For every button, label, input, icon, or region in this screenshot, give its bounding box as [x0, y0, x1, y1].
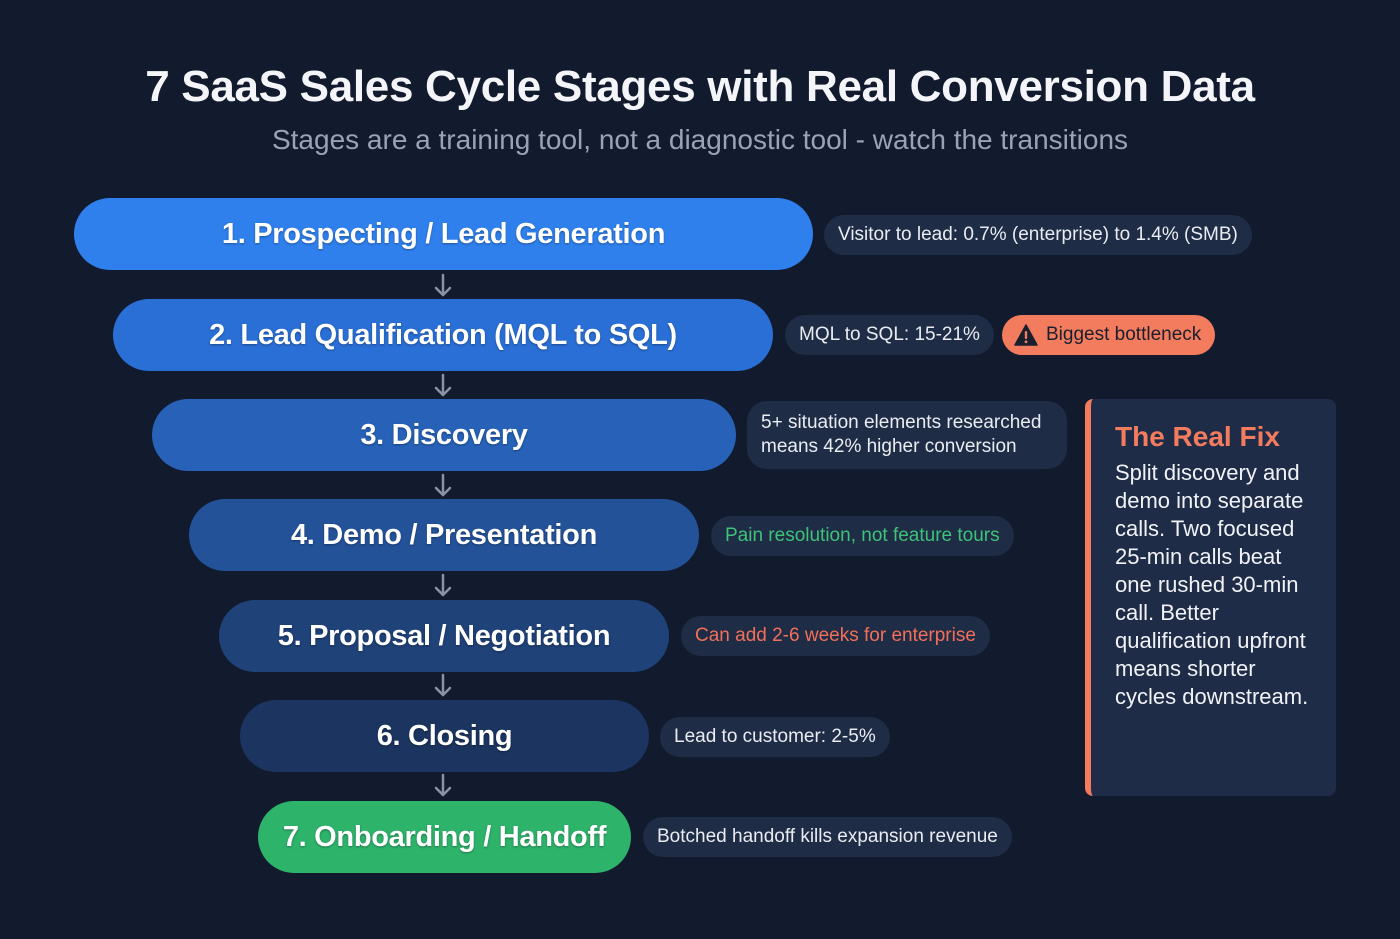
- page-subtitle: Stages are a training tool, not a diagno…: [271, 124, 1129, 155]
- stage-6-note: Lead to customer: 2-5%: [660, 717, 890, 757]
- real-fix-title: The Real Fix: [1115, 421, 1280, 452]
- stage-1-note: Visitor to lead: 0.7% (enterprise) to 1.…: [824, 215, 1252, 255]
- stage-5-proposal: 5. Proposal / Negotiation: [219, 600, 669, 672]
- stage-3-note: 5+ situation elements researched means 4…: [747, 401, 1067, 469]
- stage-label: 1. Prospecting / Lead Generation: [221, 217, 666, 250]
- stage-label: 3. Discovery: [360, 418, 528, 451]
- real-fix-panel: The Real Fix Split discovery and demo in…: [1085, 399, 1336, 796]
- bottleneck-badge: Biggest bottleneck: [1002, 315, 1216, 355]
- arrow-down-icon: [434, 273, 452, 297]
- warning-icon: [1014, 324, 1038, 346]
- stage-label: 7. Onboarding / Handoff: [282, 820, 607, 853]
- stage-4-demo: 4. Demo / Presentation: [189, 499, 699, 571]
- stage-label: 4. Demo / Presentation: [290, 518, 598, 551]
- arrow-down-icon: [434, 573, 452, 597]
- arrow-down-icon: [434, 673, 452, 697]
- stage-2-note: MQL to SQL: 15-21%: [785, 315, 994, 355]
- stage-1-prospecting: 1. Prospecting / Lead Generation: [74, 198, 813, 270]
- note-line-1: 5+ situation elements researched: [761, 412, 1042, 433]
- stage-5-note: Can add 2-6 weeks for enterprise: [681, 616, 990, 656]
- arrow-down-icon: [434, 473, 452, 497]
- arrow-down-icon: [434, 373, 452, 397]
- page-title: 7 SaaS Sales Cycle Stages with Real Conv…: [145, 62, 1255, 111]
- stage-4-note: Pain resolution, not feature tours: [711, 516, 1014, 556]
- stage-2-lead-qualification: 2. Lead Qualification (MQL to SQL): [113, 299, 773, 371]
- stage-6-closing: 6. Closing: [240, 700, 649, 772]
- arrow-down-icon: [434, 773, 452, 797]
- stage-label: 6. Closing: [376, 719, 513, 752]
- stage-7-note: Botched handoff kills expansion revenue: [643, 817, 1012, 857]
- stage-label: 5. Proposal / Negotiation: [277, 619, 611, 652]
- stage-label: 2. Lead Qualification (MQL to SQL): [209, 318, 677, 351]
- badge-label: Biggest bottleneck: [1046, 324, 1202, 345]
- stage-7-onboarding: 7. Onboarding / Handoff: [258, 801, 631, 873]
- stage-3-discovery: 3. Discovery: [152, 399, 736, 471]
- note-line-2: means 42% higher conversion: [761, 436, 1017, 457]
- real-fix-body: Split discovery and demo into separate c…: [1115, 460, 1309, 709]
